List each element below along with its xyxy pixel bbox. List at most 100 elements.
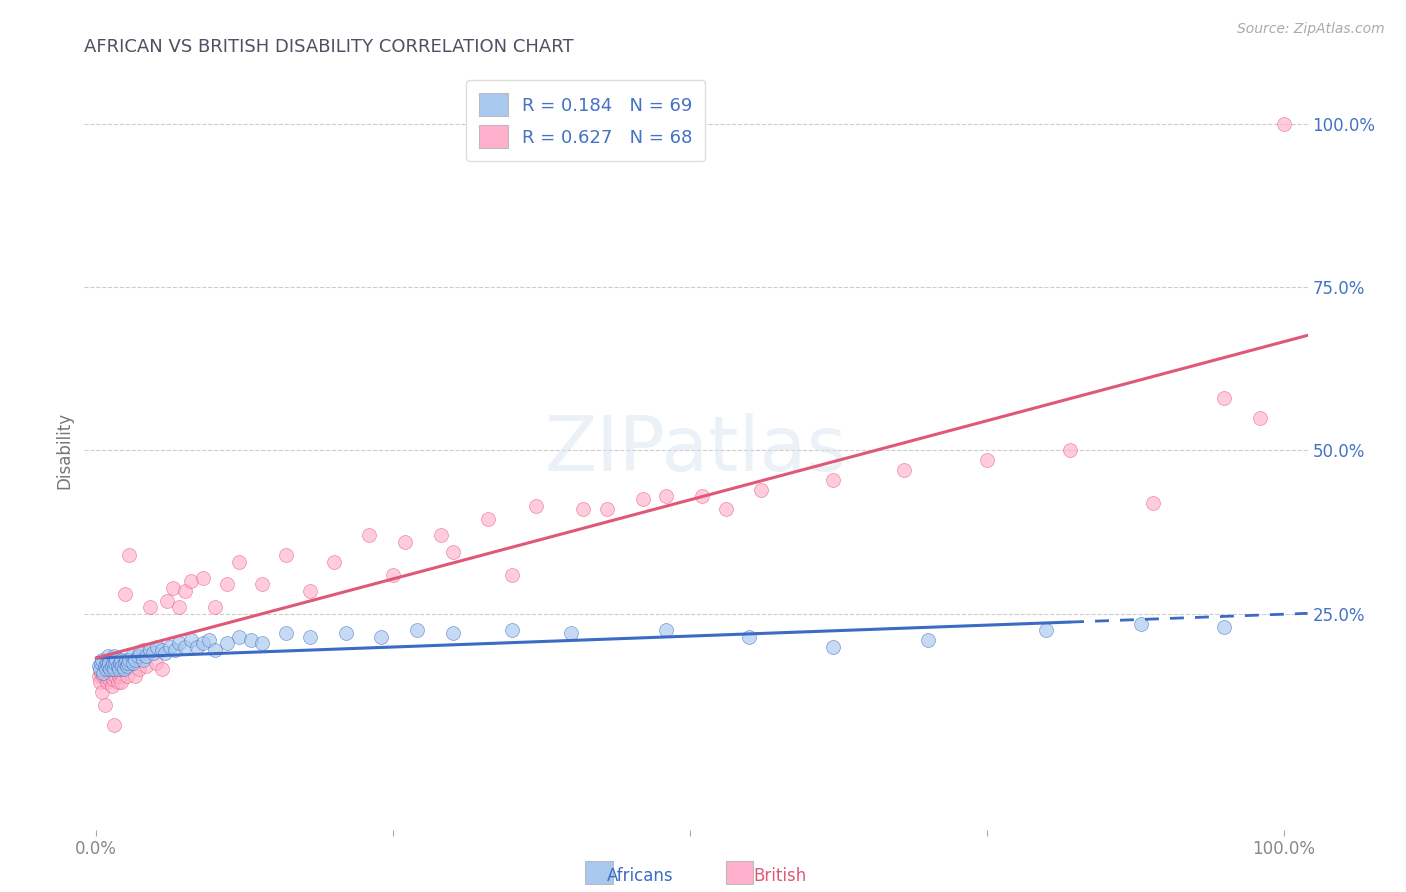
Point xyxy=(406,624,429,638)
Point xyxy=(135,659,157,673)
Point xyxy=(180,633,202,648)
Point xyxy=(115,652,138,666)
Point xyxy=(162,581,184,595)
Text: Source: ZipAtlas.com: Source: ZipAtlas.com xyxy=(1237,22,1385,37)
Point xyxy=(118,652,141,666)
Legend: R = 0.184   N = 69, R = 0.627   N = 68: R = 0.184 N = 69, R = 0.627 N = 68 xyxy=(467,80,706,161)
Point xyxy=(169,636,191,650)
Point xyxy=(115,659,138,673)
Point xyxy=(128,662,150,676)
Point xyxy=(124,652,146,666)
Point xyxy=(394,535,416,549)
Point xyxy=(150,642,173,657)
Point xyxy=(115,669,138,683)
Point xyxy=(98,672,121,686)
Point xyxy=(252,577,274,591)
Point xyxy=(429,528,451,542)
Point xyxy=(97,662,120,676)
Point xyxy=(100,665,122,680)
Point xyxy=(714,502,737,516)
Point xyxy=(821,640,844,654)
Point xyxy=(131,642,153,657)
Point xyxy=(101,672,124,686)
Point xyxy=(114,656,136,670)
Point xyxy=(749,483,772,497)
Point xyxy=(142,646,165,660)
Point xyxy=(93,665,115,680)
Point xyxy=(159,640,181,654)
Point xyxy=(655,489,678,503)
Point xyxy=(501,567,523,582)
Point xyxy=(572,502,595,516)
Point xyxy=(89,675,111,690)
Point xyxy=(135,649,157,664)
Point xyxy=(631,492,654,507)
Point xyxy=(596,502,619,516)
Point xyxy=(191,636,214,650)
Point xyxy=(104,669,127,683)
Point xyxy=(1059,443,1081,458)
Text: AFRICAN VS BRITISH DISABILITY CORRELATION CHART: AFRICAN VS BRITISH DISABILITY CORRELATIO… xyxy=(84,38,574,56)
Point xyxy=(122,656,145,670)
Point xyxy=(107,662,129,676)
Point xyxy=(690,489,713,503)
Point xyxy=(124,669,146,683)
Point xyxy=(441,626,464,640)
Point xyxy=(893,463,915,477)
Point xyxy=(94,662,117,676)
Point xyxy=(90,665,112,680)
Point xyxy=(150,662,173,676)
Point xyxy=(89,662,111,676)
Point xyxy=(138,600,160,615)
Point xyxy=(111,659,134,673)
Point xyxy=(146,640,169,654)
Point xyxy=(127,649,149,664)
Point xyxy=(103,649,125,664)
Point xyxy=(174,640,197,654)
Point xyxy=(174,584,197,599)
Text: Africans: Africans xyxy=(606,867,673,885)
Point xyxy=(191,571,214,585)
Point xyxy=(215,577,238,591)
Point xyxy=(215,636,238,650)
Point xyxy=(477,512,499,526)
Text: ZIPatlas: ZIPatlas xyxy=(544,414,848,487)
Point xyxy=(100,662,122,676)
Point xyxy=(87,659,110,673)
Point xyxy=(129,646,152,660)
Point xyxy=(107,675,129,690)
Point xyxy=(100,659,122,673)
Point xyxy=(100,679,122,693)
Point xyxy=(204,642,226,657)
Point xyxy=(93,669,115,683)
Point xyxy=(104,656,127,670)
Point xyxy=(131,652,153,666)
Point xyxy=(198,633,221,648)
Point xyxy=(1213,391,1236,405)
Point xyxy=(108,656,131,670)
Point xyxy=(204,600,226,615)
Point xyxy=(917,633,939,648)
Point xyxy=(117,656,139,670)
Point xyxy=(93,698,115,713)
Point xyxy=(153,646,176,660)
Point xyxy=(322,555,344,569)
Point xyxy=(96,656,118,670)
Point xyxy=(103,718,125,732)
Point xyxy=(1213,620,1236,634)
Point xyxy=(121,656,143,670)
Point xyxy=(105,652,128,666)
Point xyxy=(298,584,321,599)
Point xyxy=(560,626,582,640)
Point xyxy=(1130,616,1153,631)
Point xyxy=(441,545,464,559)
Point xyxy=(228,555,250,569)
Point xyxy=(180,574,202,589)
Point xyxy=(145,656,167,670)
Point xyxy=(1035,624,1057,638)
Point xyxy=(169,600,191,615)
Point xyxy=(335,626,357,640)
Point xyxy=(738,630,761,644)
Point xyxy=(94,669,117,683)
Point xyxy=(976,453,998,467)
